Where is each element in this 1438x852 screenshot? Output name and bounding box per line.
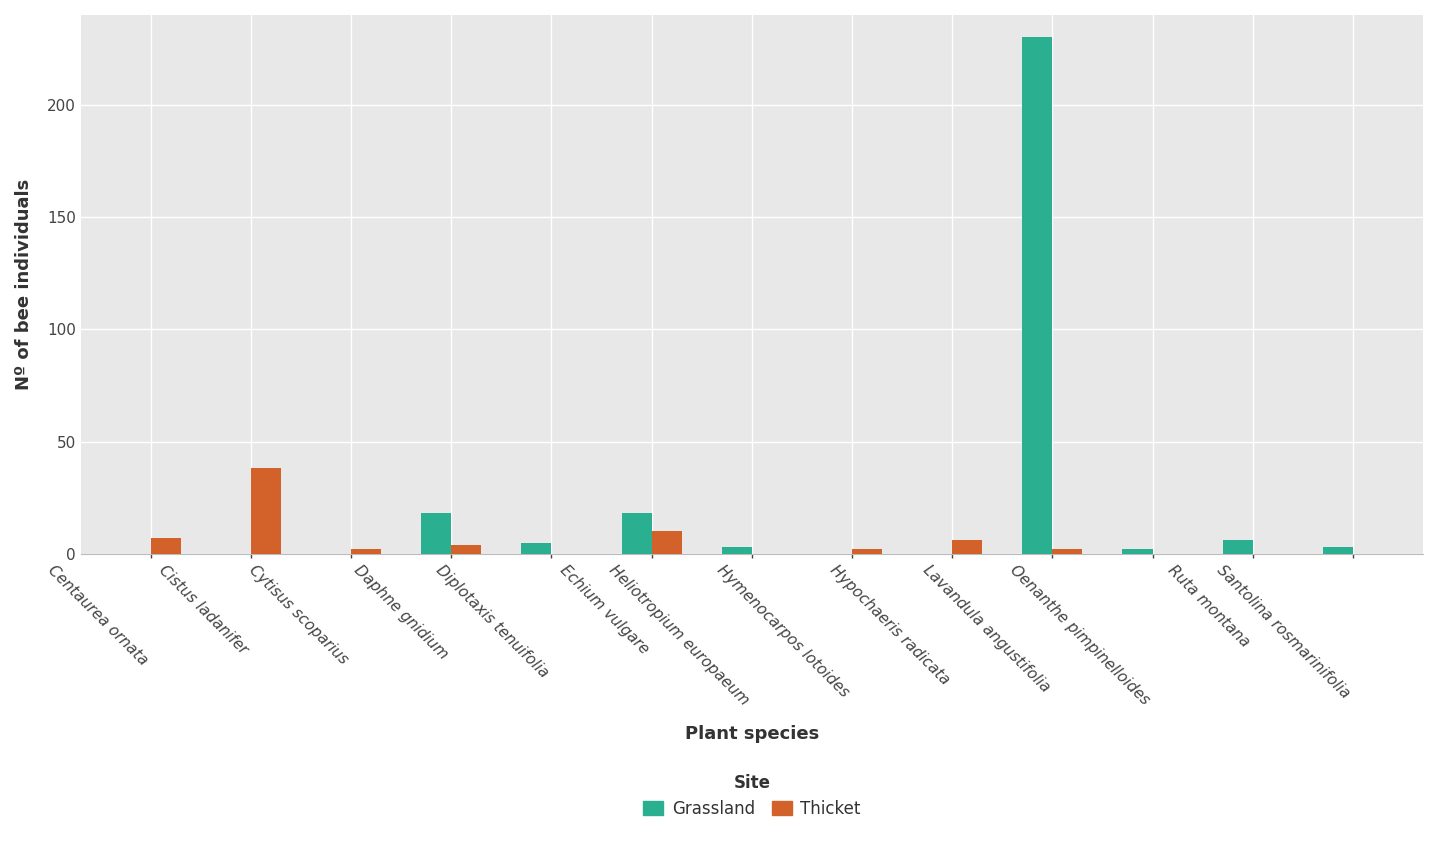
Bar xyxy=(1323,547,1353,554)
Bar xyxy=(952,540,982,554)
Bar xyxy=(250,469,280,554)
Bar xyxy=(851,550,881,554)
Bar xyxy=(151,538,181,554)
Bar xyxy=(651,532,682,554)
Bar xyxy=(1123,550,1152,554)
Bar xyxy=(621,514,651,554)
Bar xyxy=(452,544,482,554)
Bar xyxy=(1022,37,1053,554)
Bar xyxy=(1222,540,1252,554)
Bar xyxy=(522,543,551,554)
Legend: Grassland, Thicket: Grassland, Thicket xyxy=(637,767,867,825)
Bar xyxy=(1053,550,1083,554)
Y-axis label: Nº of bee individuals: Nº of bee individuals xyxy=(14,179,33,390)
Bar xyxy=(351,550,381,554)
Bar xyxy=(421,514,452,554)
X-axis label: Plant species: Plant species xyxy=(684,725,818,743)
Bar xyxy=(722,547,752,554)
